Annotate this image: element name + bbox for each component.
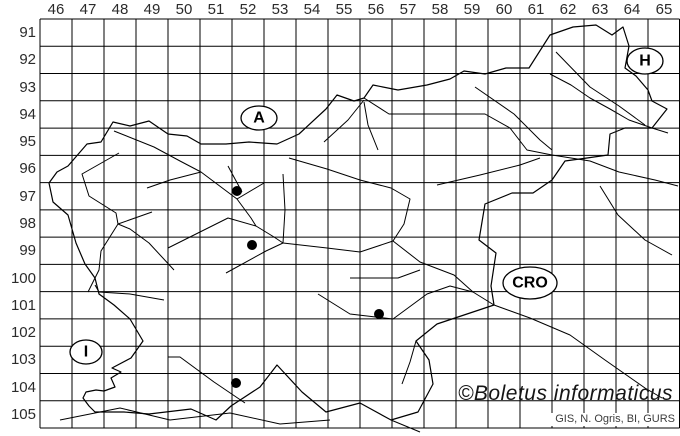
grid-row-label: 96 — [19, 160, 36, 178]
country-label-text: CRO — [512, 275, 548, 292]
grid-column-label: 57 — [399, 1, 417, 18]
grid-row-label: 103 — [10, 351, 36, 369]
grid-column-label: 52 — [239, 1, 257, 18]
grid-row-label: 91 — [19, 24, 36, 42]
river-line — [317, 285, 474, 320]
grid-column-label: 64 — [623, 1, 641, 18]
river-line — [225, 242, 284, 274]
grid-column-label: 55 — [335, 1, 353, 18]
country-label-ellipse — [240, 105, 278, 131]
river-line — [282, 173, 286, 244]
river-line — [474, 86, 553, 151]
country-label-I: I — [69, 339, 103, 365]
river-line — [59, 407, 331, 425]
grid-column-label: 49 — [143, 1, 161, 18]
country-label-text: A — [253, 110, 265, 127]
river-line — [236, 182, 265, 200]
grid-lines — [39, 18, 680, 429]
grid-column-label: 61 — [527, 1, 545, 18]
country-label-text: H — [639, 53, 651, 70]
grid-row-label: 100 — [10, 269, 36, 287]
occurrence-dot — [231, 378, 241, 388]
country-label-ellipse — [626, 47, 664, 75]
grid-column-label: 47 — [79, 1, 97, 18]
country-label-text: I — [84, 344, 88, 361]
river-line — [81, 152, 120, 293]
grid-row-label: 93 — [19, 78, 36, 96]
grid-column-label: 53 — [271, 1, 289, 18]
river-line — [113, 130, 663, 399]
grid-row-label: 102 — [10, 324, 36, 342]
country-label-ellipse — [69, 339, 103, 365]
grid-column-label: 48 — [111, 1, 129, 18]
river-line — [599, 185, 673, 256]
grid-column-label: 63 — [591, 1, 609, 18]
river-line — [323, 99, 365, 143]
grid-row-label: 92 — [19, 51, 36, 69]
grid-row-label: 104 — [10, 378, 36, 396]
river-line — [436, 157, 541, 186]
country-label-H: H — [626, 47, 664, 75]
river-line — [167, 217, 257, 249]
grid-column-label: 59 — [463, 1, 481, 18]
grid-column-label: 58 — [431, 1, 449, 18]
country-border-outline — [48, 24, 668, 421]
watermark-text: ©Boletus informaticus — [457, 382, 673, 405]
occurrence-dot — [247, 240, 257, 250]
grid-row-label: 98 — [19, 215, 36, 232]
river-line — [350, 269, 421, 279]
map-outline-layer — [48, 24, 679, 433]
occurrence-dots — [231, 186, 384, 388]
river-line — [401, 340, 417, 385]
grid-column-label: 56 — [367, 1, 385, 18]
grid-column-label: 51 — [207, 1, 225, 18]
river-line — [363, 101, 379, 151]
river-line — [117, 223, 175, 271]
grid-row-label: 97 — [19, 187, 36, 205]
river-line — [363, 97, 679, 187]
grid-row-label: 101 — [10, 296, 36, 314]
river-line — [390, 419, 421, 433]
river-line — [555, 51, 646, 126]
country-label-ellipse — [502, 266, 558, 300]
grid-column-label: 50 — [175, 1, 193, 18]
occurrence-dot — [374, 309, 384, 319]
country-labels: A H CRO I — [69, 47, 664, 365]
grid-row-label: 99 — [19, 242, 36, 260]
river-line — [168, 356, 246, 404]
river-line — [117, 211, 153, 225]
river-line — [94, 284, 165, 301]
grid-column-label: 46 — [47, 1, 65, 18]
country-label-CRO: CRO — [502, 266, 558, 300]
grid-row-label: 95 — [19, 133, 36, 151]
occurrence-dot — [232, 186, 242, 196]
grid-row-label: 94 — [19, 105, 36, 123]
grid-column-label: 65 — [655, 1, 673, 18]
river-line — [549, 73, 669, 134]
grid-column-label: 60 — [495, 1, 513, 18]
grid-column-label: 54 — [303, 1, 321, 18]
country-label-A: A — [240, 105, 278, 131]
grid-column-label: 62 — [559, 1, 577, 18]
credits-text: GIS, N. Ogris, BI, GURS — [551, 413, 678, 426]
river-line — [288, 157, 411, 242]
river-line — [146, 171, 202, 189]
grid-row-label: 105 — [10, 405, 36, 423]
